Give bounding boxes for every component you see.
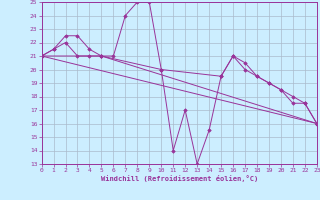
- X-axis label: Windchill (Refroidissement éolien,°C): Windchill (Refroidissement éolien,°C): [100, 175, 258, 182]
